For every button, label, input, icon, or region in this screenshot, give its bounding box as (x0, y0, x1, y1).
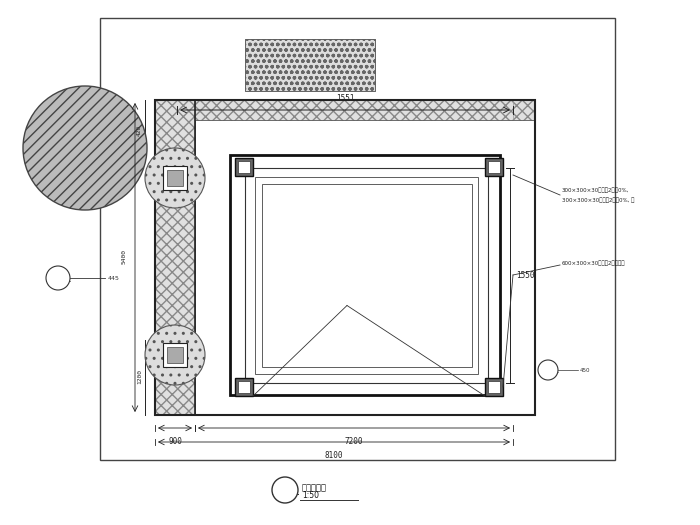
Bar (100, 18, 615, 460)
Circle shape (23, 86, 147, 210)
Text: 300×300×30花岗屸2钺到0%,: 300×300×30花岗屸2钺到0%, (562, 187, 629, 193)
Circle shape (46, 266, 70, 290)
Text: 1:50: 1:50 (302, 491, 319, 500)
Bar (163, 343, 187, 367)
Text: 8100: 8100 (325, 451, 343, 460)
Bar (513, 100, 535, 415)
Bar (167, 170, 183, 186)
Text: 900: 900 (168, 437, 182, 446)
Bar (155, 100, 535, 122)
Bar (488, 381, 500, 393)
Text: 420: 420 (137, 124, 142, 135)
Bar (230, 155, 500, 395)
Bar (245, 39, 375, 91)
Bar (245, 39, 375, 91)
Circle shape (538, 360, 558, 380)
Text: 600×300×30花岗屸2钺地板材: 600×300×30花岗屸2钺地板材 (562, 260, 626, 266)
Bar (155, 100, 195, 415)
Text: 1: 1 (545, 368, 550, 374)
Bar (245, 168, 488, 383)
Bar (155, 393, 535, 415)
Text: 1551: 1551 (336, 94, 354, 103)
Text: 铺装大样一: 铺装大样一 (302, 484, 327, 492)
Bar (262, 184, 472, 367)
Bar (195, 120, 535, 415)
Bar (485, 158, 503, 176)
Text: 300×300×30花岗屸2钺到0%, 拼: 300×300×30花岗屸2钺到0%, 拼 (562, 197, 634, 203)
Bar (255, 177, 478, 374)
Bar (163, 166, 187, 190)
Bar (155, 100, 535, 415)
Bar (485, 378, 503, 396)
Text: 1200: 1200 (137, 370, 142, 384)
Text: 450: 450 (580, 368, 591, 373)
Text: 1: 1 (281, 486, 289, 496)
Text: 1: 1 (55, 275, 61, 284)
Text: 445: 445 (108, 276, 120, 280)
Bar (235, 378, 253, 396)
Bar (238, 161, 250, 173)
Bar (155, 100, 177, 415)
Bar (238, 381, 250, 393)
Text: 5400: 5400 (122, 249, 127, 265)
Bar (167, 347, 183, 363)
Bar (235, 158, 253, 176)
Bar (155, 100, 195, 415)
Text: 1550: 1550 (516, 270, 535, 279)
Circle shape (272, 477, 298, 503)
Circle shape (145, 325, 205, 385)
Bar (488, 161, 500, 173)
Circle shape (145, 148, 205, 208)
Text: 7200: 7200 (344, 437, 363, 446)
